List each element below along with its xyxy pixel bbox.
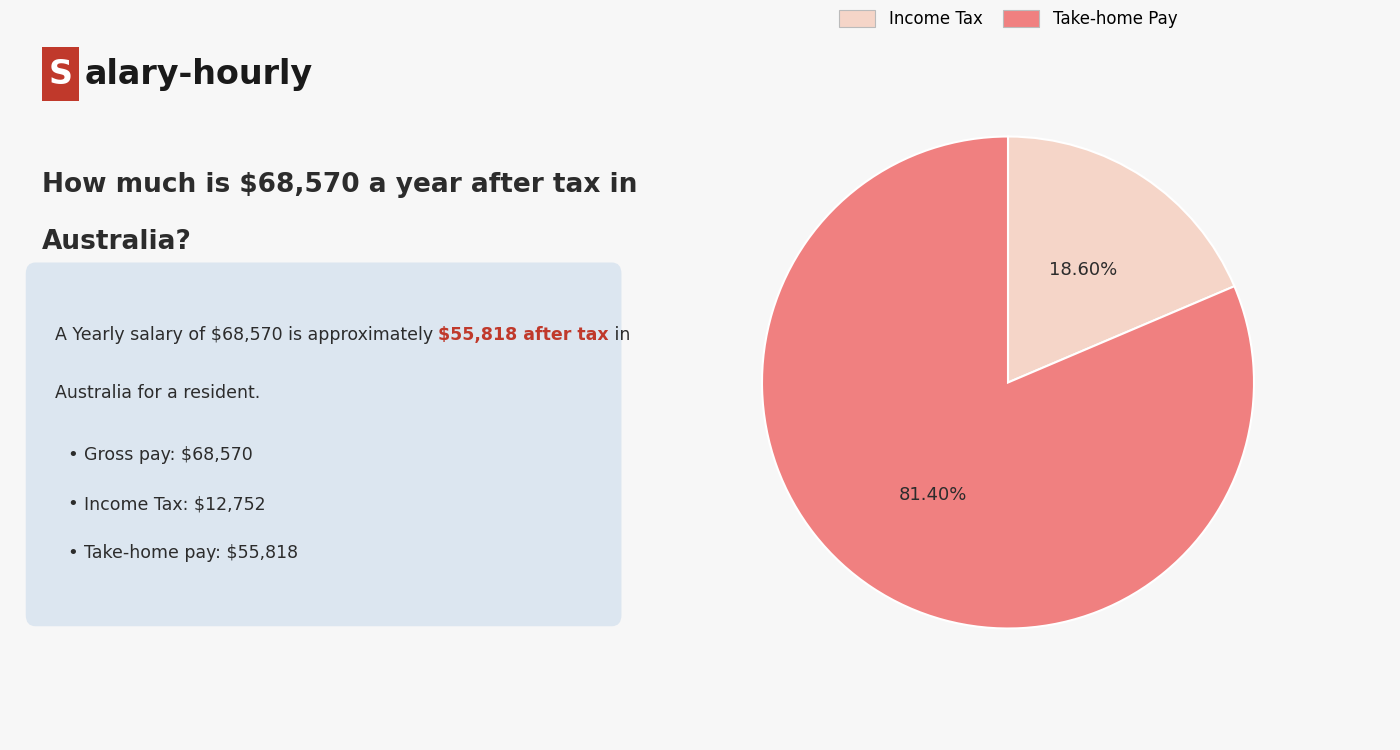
FancyBboxPatch shape <box>42 47 80 101</box>
Text: Australia for a resident.: Australia for a resident. <box>55 384 260 402</box>
Text: 18.60%: 18.60% <box>1049 261 1117 279</box>
Text: alary-hourly: alary-hourly <box>84 58 312 91</box>
Text: Australia?: Australia? <box>42 229 192 255</box>
Legend: Income Tax, Take-home Pay: Income Tax, Take-home Pay <box>832 4 1184 35</box>
Text: How much is $68,570 a year after tax in: How much is $68,570 a year after tax in <box>42 172 637 199</box>
Text: in: in <box>609 326 630 344</box>
Wedge shape <box>762 136 1254 628</box>
Text: Income Tax: $12,752: Income Tax: $12,752 <box>84 495 266 513</box>
Text: Gross pay: $68,570: Gross pay: $68,570 <box>84 446 252 464</box>
Wedge shape <box>1008 136 1235 382</box>
Text: 81.40%: 81.40% <box>899 486 967 504</box>
Text: A Yearly salary of $68,570 is approximately: A Yearly salary of $68,570 is approximat… <box>55 326 438 344</box>
Text: $55,818 after tax: $55,818 after tax <box>438 326 609 344</box>
Text: S: S <box>49 58 73 91</box>
FancyBboxPatch shape <box>25 262 622 626</box>
Text: •: • <box>67 544 78 562</box>
Text: •: • <box>67 495 78 513</box>
Text: •: • <box>67 446 78 464</box>
Text: Take-home pay: $55,818: Take-home pay: $55,818 <box>84 544 298 562</box>
